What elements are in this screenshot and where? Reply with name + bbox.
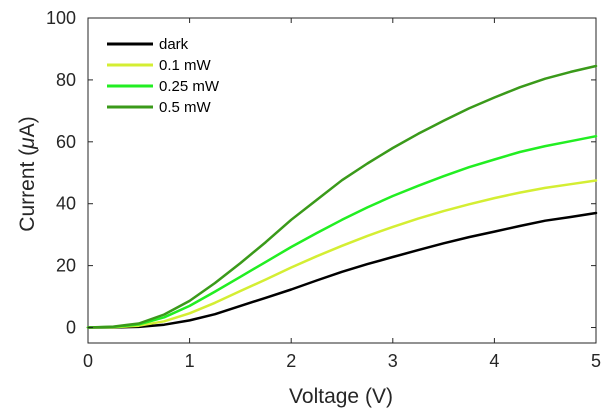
x-tick-label: 5 [591,351,601,371]
legend: dark 0.1 mW 0.25 mW 0.5 mW [107,36,220,116]
y-axis-label: Current (μA) [16,116,39,231]
legend-label-3: 0.5 mW [159,99,212,116]
x-tick-label: 2 [286,351,296,371]
ticks-layer [87,17,597,343]
series-line-3 [86,64,598,329]
y-tick-label: 80 [56,70,76,90]
y-tick-label: 20 [56,256,76,276]
y-axis-label-prefix: Current ( [16,149,39,232]
y-tick-label: 40 [56,194,76,214]
legend-label-2: 0.25 mW [159,78,220,95]
y-tick-label: 60 [56,132,76,152]
y-axis-label-mu: μ [16,137,39,150]
x-axis-label: Voltage (V) [289,385,393,408]
plot-area [86,17,598,344]
y-tick-label: 0 [66,318,76,338]
y-tick-labels: 0 20 40 60 80 100 [46,8,76,338]
legend-label-0: dark [159,36,189,53]
x-tick-label: 0 [83,351,93,371]
series-layer [86,64,598,329]
x-tick-labels: 0 1 2 3 4 5 [83,351,601,371]
x-tick-label: 3 [388,351,398,371]
x-tick-label: 4 [489,351,499,371]
series-line-0 [86,211,598,329]
x-tick-label: 1 [185,351,195,371]
y-axis-label-suffix: A) [16,116,39,137]
series-line-2 [86,134,598,329]
y-tick-label: 100 [46,8,76,28]
legend-label-1: 0.1 mW [159,57,212,74]
series-line-1 [86,179,598,329]
